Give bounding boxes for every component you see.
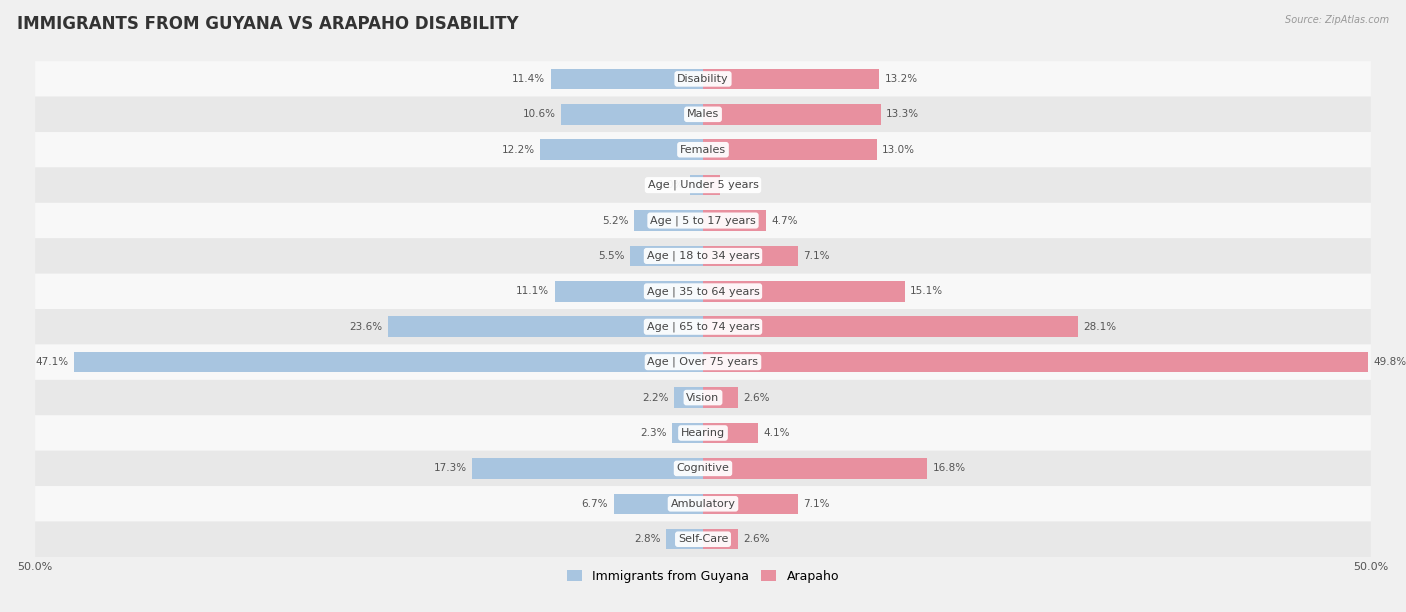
Text: 13.2%: 13.2% xyxy=(884,74,918,84)
Bar xyxy=(703,104,880,125)
Bar xyxy=(703,245,797,266)
Bar xyxy=(703,316,1078,337)
Text: 13.3%: 13.3% xyxy=(886,110,920,119)
FancyBboxPatch shape xyxy=(35,380,1371,416)
Text: Vision: Vision xyxy=(686,392,720,403)
Text: 16.8%: 16.8% xyxy=(932,463,966,474)
Bar xyxy=(613,493,703,514)
Text: 5.5%: 5.5% xyxy=(598,251,624,261)
FancyBboxPatch shape xyxy=(35,309,1371,345)
Bar xyxy=(472,458,703,479)
Text: Females: Females xyxy=(681,144,725,155)
FancyBboxPatch shape xyxy=(35,238,1371,274)
Text: 2.3%: 2.3% xyxy=(641,428,666,438)
Bar xyxy=(630,245,703,266)
Bar xyxy=(703,387,738,408)
Text: Age | 65 to 74 years: Age | 65 to 74 years xyxy=(647,321,759,332)
Bar xyxy=(703,175,720,195)
Text: Disability: Disability xyxy=(678,74,728,84)
Text: Cognitive: Cognitive xyxy=(676,463,730,474)
Bar xyxy=(75,352,703,373)
Text: 7.1%: 7.1% xyxy=(803,251,830,261)
Text: 23.6%: 23.6% xyxy=(349,322,382,332)
Text: 4.7%: 4.7% xyxy=(770,215,797,226)
Text: Ambulatory: Ambulatory xyxy=(671,499,735,509)
Text: Age | Over 75 years: Age | Over 75 years xyxy=(648,357,758,367)
Text: IMMIGRANTS FROM GUYANA VS ARAPAHO DISABILITY: IMMIGRANTS FROM GUYANA VS ARAPAHO DISABI… xyxy=(17,15,519,33)
Bar xyxy=(665,529,703,550)
Text: 13.0%: 13.0% xyxy=(882,144,915,155)
Bar xyxy=(703,493,797,514)
Text: Males: Males xyxy=(688,110,718,119)
Text: 2.6%: 2.6% xyxy=(742,392,769,403)
Text: Age | Under 5 years: Age | Under 5 years xyxy=(648,180,758,190)
Text: Age | 5 to 17 years: Age | 5 to 17 years xyxy=(650,215,756,226)
Bar xyxy=(703,458,928,479)
FancyBboxPatch shape xyxy=(35,61,1371,97)
Text: 1.0%: 1.0% xyxy=(658,180,685,190)
Bar xyxy=(703,352,1368,373)
Text: 1.3%: 1.3% xyxy=(725,180,752,190)
FancyBboxPatch shape xyxy=(35,97,1371,132)
Bar xyxy=(703,423,758,443)
FancyBboxPatch shape xyxy=(35,274,1371,309)
FancyBboxPatch shape xyxy=(35,486,1371,521)
Text: 2.6%: 2.6% xyxy=(742,534,769,544)
Bar xyxy=(551,69,703,89)
Text: 4.1%: 4.1% xyxy=(763,428,790,438)
Text: 6.7%: 6.7% xyxy=(582,499,609,509)
FancyBboxPatch shape xyxy=(35,416,1371,450)
Bar xyxy=(703,211,766,231)
Text: 47.1%: 47.1% xyxy=(35,357,69,367)
Bar xyxy=(672,423,703,443)
Bar xyxy=(388,316,703,337)
Text: 17.3%: 17.3% xyxy=(433,463,467,474)
Text: 11.1%: 11.1% xyxy=(516,286,550,296)
Text: 5.2%: 5.2% xyxy=(602,215,628,226)
Bar xyxy=(703,529,738,550)
Text: 49.8%: 49.8% xyxy=(1374,357,1406,367)
Text: Source: ZipAtlas.com: Source: ZipAtlas.com xyxy=(1285,15,1389,25)
FancyBboxPatch shape xyxy=(35,168,1371,203)
Text: 28.1%: 28.1% xyxy=(1084,322,1116,332)
Text: 12.2%: 12.2% xyxy=(502,144,534,155)
Bar xyxy=(689,175,703,195)
Text: 7.1%: 7.1% xyxy=(803,499,830,509)
Bar xyxy=(555,281,703,302)
Legend: Immigrants from Guyana, Arapaho: Immigrants from Guyana, Arapaho xyxy=(567,570,839,583)
FancyBboxPatch shape xyxy=(35,132,1371,168)
Bar xyxy=(703,69,879,89)
Bar xyxy=(540,140,703,160)
Bar xyxy=(561,104,703,125)
Bar xyxy=(673,387,703,408)
Text: 11.4%: 11.4% xyxy=(512,74,546,84)
Text: 10.6%: 10.6% xyxy=(523,110,555,119)
Bar xyxy=(703,140,877,160)
Text: 2.2%: 2.2% xyxy=(641,392,668,403)
FancyBboxPatch shape xyxy=(35,450,1371,486)
FancyBboxPatch shape xyxy=(35,203,1371,238)
Bar xyxy=(634,211,703,231)
FancyBboxPatch shape xyxy=(35,345,1371,380)
FancyBboxPatch shape xyxy=(35,521,1371,557)
Text: Self-Care: Self-Care xyxy=(678,534,728,544)
Text: 2.8%: 2.8% xyxy=(634,534,661,544)
Bar xyxy=(703,281,904,302)
Text: Hearing: Hearing xyxy=(681,428,725,438)
Text: 15.1%: 15.1% xyxy=(910,286,943,296)
Text: Age | 18 to 34 years: Age | 18 to 34 years xyxy=(647,251,759,261)
Text: Age | 35 to 64 years: Age | 35 to 64 years xyxy=(647,286,759,297)
